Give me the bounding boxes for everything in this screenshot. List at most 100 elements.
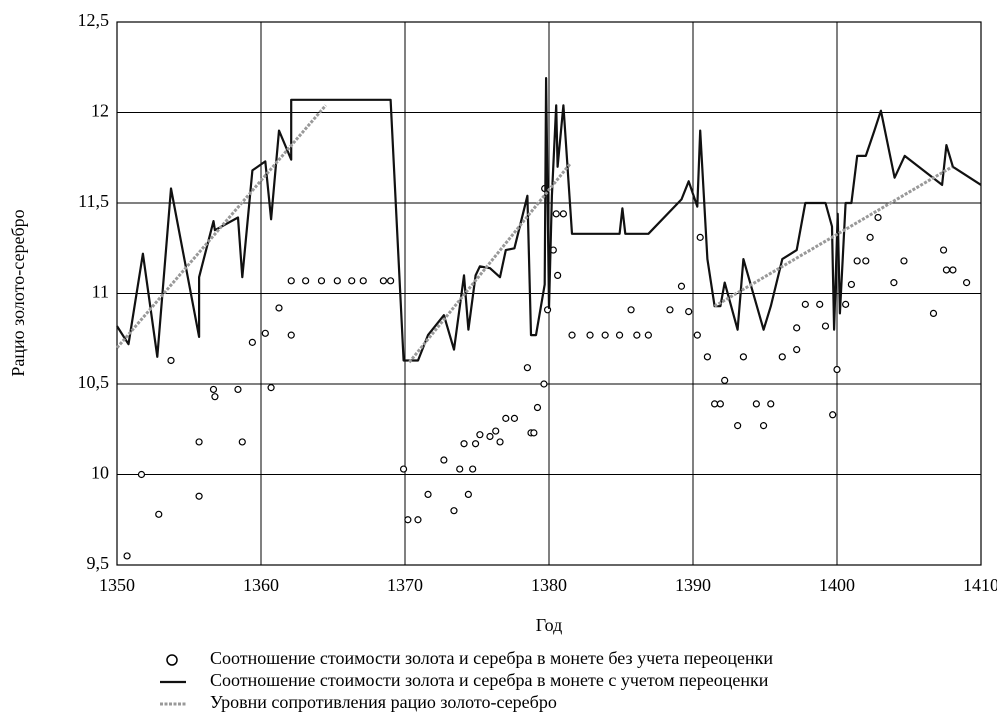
x-tick-label: 1350 [99,575,135,595]
data-point [801,300,809,308]
data-point [440,456,448,464]
data-point [348,277,356,285]
data-point [387,277,395,285]
data-point [496,438,504,446]
x-axis-label: Год [536,615,562,635]
data-point [900,257,908,265]
data-point [424,490,432,499]
y-tick-label: 10 [91,463,109,483]
data-point [734,422,742,430]
data-point [533,403,542,412]
data-point [333,277,341,285]
data-point [853,257,861,265]
data-point [677,282,686,290]
data-point [793,346,801,354]
data-point [359,277,367,285]
data-point [379,277,387,285]
data-point [287,331,295,339]
data-point [450,507,458,515]
x-tick-label: 1380 [531,575,567,595]
data-point [510,414,519,422]
data-point [523,364,532,372]
data-point [739,353,748,361]
data-point [456,465,464,473]
data-point [710,400,719,408]
data-point [554,271,562,279]
data-point [716,400,724,408]
data-point [767,400,775,408]
data-point [238,438,246,446]
data-point [248,338,256,346]
y-tick-label: 12 [91,101,109,121]
data-point [261,329,269,337]
data-point [939,246,948,254]
data-point [929,309,938,318]
legend-label: Соотношение стоимости золота и серебра в… [210,648,773,668]
data-point [469,465,477,473]
data-point [209,385,218,394]
data-point [759,422,768,430]
data-point [568,331,576,339]
data-point [942,266,951,274]
y-tick-label: 11,5 [78,191,109,211]
data-point [404,516,412,524]
data-point [540,380,548,388]
data-point [874,213,882,222]
data-point [559,210,568,218]
data-point [155,510,163,518]
x-tick-label: 1360 [243,575,279,595]
data-point [615,331,624,339]
x-tick-label: 1400 [819,575,855,595]
data-line [116,77,982,362]
data-point [317,277,326,285]
data-point [778,353,786,361]
legend-marker [166,654,178,666]
data-point [234,385,242,394]
legend-label: Соотношение стоимости золота и серебра в… [210,670,769,690]
data-point [211,393,219,401]
data-point [552,210,560,218]
data-point [949,266,957,274]
data-point [685,308,693,316]
data-point [816,300,824,308]
data-point [460,440,468,448]
data-point [195,438,203,446]
x-tick-label: 1390 [675,575,711,595]
data-point [195,492,203,500]
y-tick-label: 11 [92,282,109,302]
data-point [693,331,701,339]
data-point [644,331,652,339]
data-point [267,384,275,392]
y-tick-label: 12,5 [78,10,110,30]
data-point [696,233,704,241]
data-point [302,277,310,285]
data-point [833,365,841,374]
data-point [476,431,484,439]
data-point [586,331,594,339]
data-point [793,324,801,332]
data-point [890,279,898,287]
data-point [123,552,131,560]
data-point [703,353,712,361]
data-point [627,306,635,314]
data-point [137,470,146,479]
data-point [492,427,500,435]
data-point [399,465,408,473]
data-point [275,304,283,312]
data-point [847,280,856,289]
data-point [633,331,641,339]
data-point [414,516,422,524]
data-point [866,233,874,241]
data-point [287,277,295,285]
resistance-line [115,104,953,364]
x-tick-label: 1370 [387,575,423,595]
legend-label: Уровни сопротивления рацио золото-серебр… [210,692,557,712]
data-point [962,279,971,287]
x-tick-label: 1410 [963,575,997,595]
data-point [821,322,830,330]
data-point [486,432,494,441]
y-tick-label: 9,5 [87,553,110,573]
data-point [829,411,837,419]
data-point [530,429,538,437]
data-point [502,414,510,422]
